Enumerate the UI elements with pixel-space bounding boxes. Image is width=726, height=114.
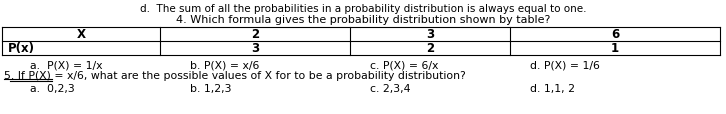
Text: 3: 3	[426, 28, 434, 41]
Text: 2: 2	[251, 28, 259, 41]
Text: d. P(X) = 1/6: d. P(X) = 1/6	[530, 60, 600, 69]
Text: 3: 3	[251, 42, 259, 55]
Text: c. 2,3,4: c. 2,3,4	[370, 83, 410, 93]
Text: X: X	[76, 28, 86, 41]
Text: 6: 6	[611, 28, 619, 41]
Text: b. P(X) = x/6: b. P(X) = x/6	[190, 60, 259, 69]
Text: 2: 2	[426, 42, 434, 55]
Text: d. 1,1, 2: d. 1,1, 2	[530, 83, 575, 93]
Text: 4. Which formula gives the probability distribution shown by table?: 4. Which formula gives the probability d…	[176, 15, 550, 25]
Text: b. 1,2,3: b. 1,2,3	[190, 83, 232, 93]
Text: c. P(X) = 6/x: c. P(X) = 6/x	[370, 60, 439, 69]
Text: 1: 1	[611, 42, 619, 55]
Text: a.  P(X) = 1/x: a. P(X) = 1/x	[30, 60, 102, 69]
Text: P(x): P(x)	[8, 42, 35, 55]
Text: d.  The sum of all the probabilities in a probability distribution is always equ: d. The sum of all the probabilities in a…	[139, 4, 587, 14]
Text: a.  0,2,3: a. 0,2,3	[30, 83, 75, 93]
Text: 5. If P(X) = x/6, what are the possible values of X for to be a probability dist: 5. If P(X) = x/6, what are the possible …	[4, 70, 466, 80]
